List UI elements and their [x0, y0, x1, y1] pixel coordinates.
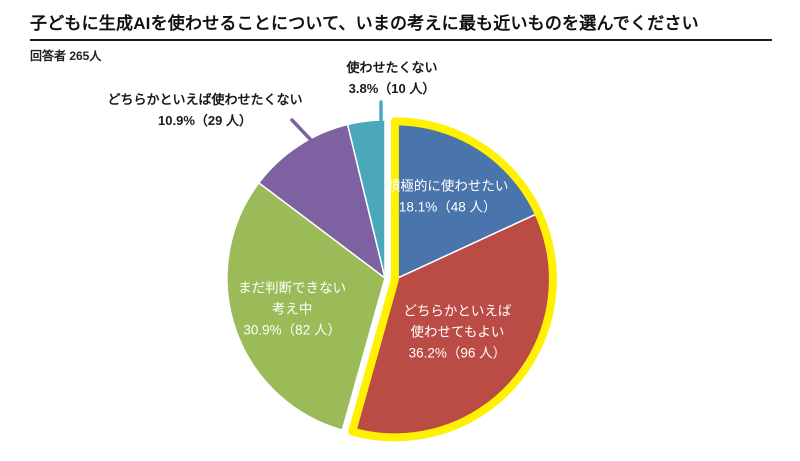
pie-chart: 積極的に使わせたい 18.1%（48 人） どちらかといえば使わせてもよい 36.2%…	[107, 60, 557, 442]
respondents-label: 回答者 265人	[30, 49, 102, 63]
slice-label-2: どちらかといえば使わせてもよい 36.2%（96 人）	[403, 304, 511, 361]
title-divider	[30, 39, 772, 41]
slice-callout-4: どちらかといえば使わせたくない 10.9%（29 人）	[107, 92, 302, 128]
leader-line-4	[290, 118, 328, 158]
chart-area: 積極的に使わせたい 18.1%（48 人） どちらかといえば使わせてもよい 36.2%…	[0, 58, 800, 461]
page-title: 子どもに生成AIを使わせることについて、いまの考えに最も近いものを選んでください	[30, 14, 699, 33]
slice-label-1: 積極的に使わせたい 18.1%（48 人）	[387, 177, 509, 214]
slice-label-3: まだ判断できない考え中 30.9%（82 人）	[238, 280, 346, 337]
highlight-ring	[348, 117, 557, 442]
slice-callout-5: 使わせたくない 3.8%（10 人）	[345, 60, 437, 96]
pie-slice-3	[226, 181, 386, 432]
pie-slice-5	[346, 119, 386, 279]
pie-slice-4	[257, 123, 387, 280]
